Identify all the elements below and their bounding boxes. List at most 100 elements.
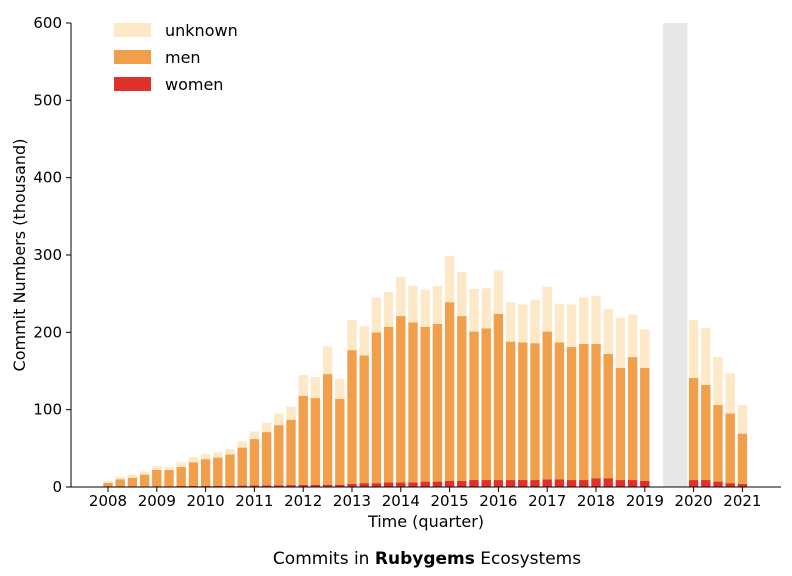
bar-unknown xyxy=(298,374,308,396)
bar-men xyxy=(640,367,650,481)
bar-women xyxy=(444,480,455,487)
bar-unknown xyxy=(420,289,430,327)
bar-unknown xyxy=(249,431,260,440)
x-axis-label: Time (quarter) xyxy=(367,512,484,531)
bar-women xyxy=(347,483,357,487)
caption-ecosystem: Rubygems xyxy=(375,549,475,569)
bar-unknown xyxy=(505,302,516,342)
legend-label-unknown: unknown xyxy=(165,21,238,40)
bar-women xyxy=(713,481,723,487)
bar-women xyxy=(737,483,748,487)
y-tick-label: 400 xyxy=(33,169,62,187)
bar-unknown xyxy=(237,441,247,448)
bar-men xyxy=(444,302,455,481)
bar-men xyxy=(518,342,528,481)
bar-men xyxy=(359,355,369,484)
x-tick-label: 2008 xyxy=(89,492,127,510)
bar-men xyxy=(335,398,345,485)
x-tick-label: 2010 xyxy=(187,492,225,510)
bar-unknown xyxy=(139,471,150,475)
bar-women xyxy=(566,480,577,487)
bar-women xyxy=(396,482,406,487)
bar-unknown xyxy=(286,406,296,420)
bar-men xyxy=(554,342,565,480)
x-tick-label: 2011 xyxy=(235,492,273,510)
bar-women xyxy=(286,485,296,487)
bar-men xyxy=(591,343,601,479)
bar-women xyxy=(542,479,552,487)
bar-unknown xyxy=(566,304,577,348)
bar-women xyxy=(469,480,479,487)
bar-women xyxy=(554,479,565,487)
bar-women xyxy=(310,484,321,487)
bar-men xyxy=(420,326,430,482)
bar-men xyxy=(274,425,284,486)
bar-unknown xyxy=(493,270,504,314)
x-tick-label: 2018 xyxy=(577,492,615,510)
bar-women xyxy=(274,485,284,487)
bar-unknown xyxy=(688,319,699,378)
caption-prefix: Commits in xyxy=(273,549,375,569)
y-tick-label: 300 xyxy=(33,246,62,264)
bar-women xyxy=(261,485,272,487)
bar-men xyxy=(176,466,186,487)
x-tick-label: 2013 xyxy=(333,492,371,510)
bar-women xyxy=(225,485,235,487)
bar-men xyxy=(603,353,613,479)
bar-women xyxy=(505,480,516,487)
bar-women xyxy=(615,480,626,487)
bars-group xyxy=(103,255,748,487)
chart-caption: Commits in Rubygems Ecosystems xyxy=(273,549,581,569)
caption-suffix: Ecosystems xyxy=(475,549,581,569)
bar-women xyxy=(432,481,443,487)
bar-unknown xyxy=(542,286,552,332)
bar-unknown xyxy=(152,466,162,470)
bar-men xyxy=(322,374,333,485)
bar-men xyxy=(188,462,199,486)
bar-men xyxy=(152,469,162,487)
y-tick-label: 500 xyxy=(33,91,62,109)
x-tick-label: 2014 xyxy=(382,492,420,510)
bar-men xyxy=(542,331,552,480)
bar-women xyxy=(383,482,394,487)
bar-unknown xyxy=(176,462,186,467)
bar-men xyxy=(737,433,748,484)
bar-men xyxy=(261,432,272,486)
bar-men xyxy=(432,323,443,482)
bar-unknown xyxy=(383,292,394,327)
bar-women xyxy=(249,485,260,487)
bar-men xyxy=(225,454,235,486)
bar-men xyxy=(127,477,138,487)
bar-unknown xyxy=(347,319,357,351)
bar-unknown xyxy=(615,317,626,368)
x-tick-label: 2009 xyxy=(138,492,176,510)
x-tick-label: 2019 xyxy=(626,492,664,510)
bar-women xyxy=(298,484,308,487)
bar-unknown xyxy=(164,466,174,470)
bar-men xyxy=(164,469,174,487)
bar-women xyxy=(725,483,735,487)
bar-men xyxy=(713,405,723,482)
bar-men xyxy=(286,419,296,486)
bar-unknown xyxy=(188,456,199,463)
bar-women xyxy=(701,480,711,487)
bar-unknown xyxy=(444,255,455,303)
x-tick-label: 2012 xyxy=(284,492,322,510)
legend-label-men: men xyxy=(165,48,201,67)
bar-men xyxy=(530,343,540,481)
bar-unknown xyxy=(701,327,711,385)
bar-women xyxy=(579,480,589,487)
bar-men xyxy=(213,457,223,486)
legend: unknown men women xyxy=(114,21,238,94)
bar-women xyxy=(322,484,333,487)
bar-unknown xyxy=(310,377,321,399)
bar-unknown xyxy=(579,297,589,344)
bar-women xyxy=(530,480,540,487)
bar-unknown xyxy=(432,285,443,324)
bar-unknown xyxy=(225,449,235,455)
bar-women xyxy=(603,478,613,487)
bar-unknown xyxy=(396,276,406,317)
bar-unknown xyxy=(640,329,650,368)
bar-women xyxy=(213,485,223,487)
